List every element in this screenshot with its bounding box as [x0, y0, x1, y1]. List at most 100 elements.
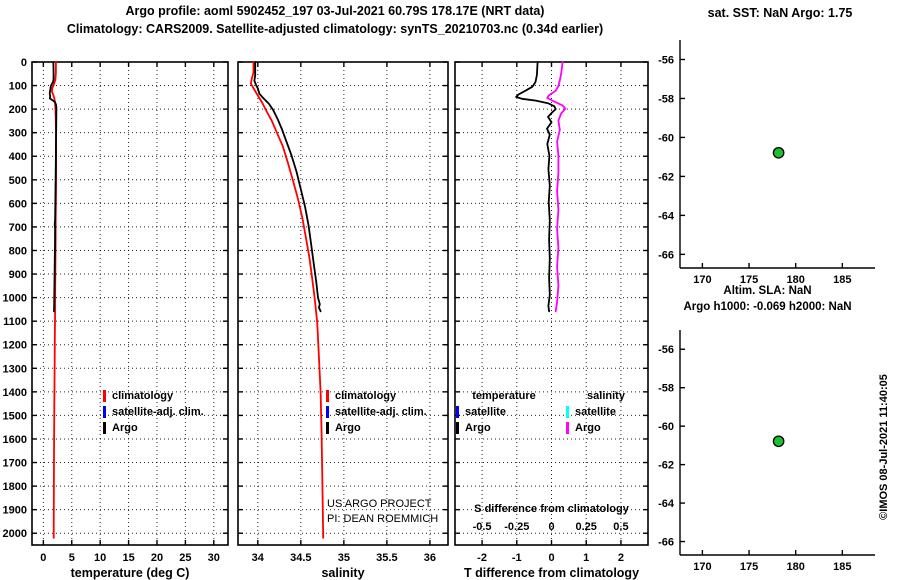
svg-text:temperature (deg C): temperature (deg C) [71, 566, 190, 580]
legend-column-header: temperature [472, 390, 536, 402]
argo-h1000-caption: Argo h1000: -0.069 h2000: NaN [683, 301, 852, 313]
temperature-profile-series-argo [48, 61, 58, 313]
svg-text:-58: -58 [658, 383, 674, 395]
svg-text:15: 15 [122, 552, 134, 564]
legend-difference: temperature satellite Argo salinity sate… [456, 388, 646, 436]
svg-text:0.25: 0.25 [576, 521, 597, 533]
svg-text:-56: -56 [658, 344, 674, 356]
svg-text:25: 25 [179, 552, 191, 564]
svg-text:2000: 2000 [3, 528, 27, 540]
svg-text:0: 0 [548, 521, 554, 533]
difference-profile-canvas: -2 -1 0 1 2 T difference from climatology -0.5… [454, 61, 649, 580]
imos-watermark: ©IMOS 08-Jul-2021 11:40:05 [878, 374, 890, 520]
svg-text:35: 35 [338, 552, 350, 564]
svg-text:35.5: 35.5 [376, 552, 397, 564]
svg-text:1300: 1300 [3, 363, 27, 375]
svg-text:900: 900 [9, 269, 27, 281]
svg-text:0: 0 [21, 57, 27, 69]
svg-text:170: 170 [693, 561, 711, 573]
svg-text:-1: -1 [512, 552, 522, 564]
svg-text:-60: -60 [658, 132, 674, 144]
svg-text:-2: -2 [477, 552, 487, 564]
svg-text:185: 185 [833, 561, 851, 573]
svg-text:1500: 1500 [3, 410, 27, 422]
svg-text:-56: -56 [658, 54, 674, 66]
legend-column-salinity: salinity satellite Argo [566, 388, 646, 436]
svg-text:100: 100 [9, 81, 27, 93]
svg-text:36: 36 [424, 552, 436, 564]
plot-difference-profile: -2 -1 0 1 2 T difference from climatology -0.5… [450, 55, 650, 580]
argo-line-swatch [103, 422, 106, 434]
legend-label: Argo [575, 422, 601, 434]
svg-text:2: 2 [618, 552, 624, 564]
svg-text:1200: 1200 [3, 340, 27, 352]
svg-text:34.5: 34.5 [290, 552, 311, 564]
legend-label: Argo [465, 422, 491, 434]
legend-item: climatology [103, 388, 204, 404]
figure-title-line2: Climatology: CARS2009. Satellite-adjuste… [66, 22, 604, 36]
legend-item: Argo [103, 420, 204, 436]
svg-text:-64: -64 [658, 210, 675, 222]
argo-position-marker [772, 435, 785, 448]
legend-label: satellite [575, 406, 616, 418]
argo-S-line-swatch [566, 422, 569, 434]
svg-text:175: 175 [740, 274, 758, 286]
map-float-position-top: -56 -58 -60 -62 -64 -66 170 175 180 185 [648, 30, 880, 322]
svg-text:-0.25: -0.25 [504, 521, 529, 533]
altim-sla-caption: Altim. SLA: NaN [723, 285, 812, 297]
svg-text:1: 1 [583, 552, 589, 564]
svg-text:800: 800 [9, 245, 27, 257]
svg-text:T difference from climatology: T difference from climatology [464, 566, 639, 580]
svg-text:500: 500 [9, 175, 27, 187]
svg-text:-64: -64 [658, 498, 675, 510]
svg-text:180: 180 [787, 274, 805, 286]
figure-title-line1: Argo profile: aoml 5902452_197 03-Jul-20… [125, 4, 545, 18]
satellite-adj-line-swatch [103, 406, 106, 418]
svg-text:600: 600 [9, 198, 27, 210]
salinity-profile-series-argo [253, 61, 322, 313]
legend-item: satellite-adj. clim. [103, 404, 204, 420]
legend-column-header: salinity [587, 390, 625, 402]
svg-text:0: 0 [40, 552, 46, 564]
legend-item: Argo [456, 420, 552, 436]
svg-text:400: 400 [9, 151, 27, 163]
legend-label: satellite-adj. clim. [335, 406, 427, 418]
svg-text:175: 175 [740, 561, 758, 573]
legend-column-temperature: temperature satellite Argo [456, 388, 552, 436]
legend-label: Argo [112, 422, 138, 434]
svg-text:1100: 1100 [3, 316, 27, 328]
svg-text:1400: 1400 [3, 387, 27, 399]
legend-item: satellite [566, 404, 646, 420]
legend-label: climatology [335, 390, 397, 402]
legend-salinity: climatology satellite-adj. clim. Argo [326, 388, 427, 436]
svg-text:-60: -60 [658, 421, 674, 433]
svg-text:20: 20 [151, 552, 163, 564]
svg-text:30: 30 [208, 552, 220, 564]
svg-text:-66: -66 [658, 537, 674, 549]
svg-text:5: 5 [69, 552, 75, 564]
svg-text:-62: -62 [658, 171, 674, 183]
legend-label: Argo [335, 422, 361, 434]
legend-item: satellite [456, 404, 552, 420]
legend-label: climatology [112, 390, 174, 402]
map-bottom-canvas: -56 -58 -60 -62 -64 -66 170 175 180 185 [658, 330, 875, 573]
svg-text:-0.5: -0.5 [473, 521, 492, 533]
legend-item: Argo [566, 420, 646, 436]
argo-T-line-swatch [456, 422, 459, 434]
svg-text:0.5: 0.5 [613, 521, 628, 533]
legend-label: satellite [465, 406, 506, 418]
satellite-S-line-swatch [566, 406, 569, 418]
temperature-profile-canvas: 0 5 10 15 20 25 300100200300400500600700800900… [3, 57, 229, 580]
svg-text:300: 300 [9, 128, 27, 140]
project-annotation-line2: PI: DEAN ROEMMICH [327, 513, 439, 525]
svg-text:1000: 1000 [3, 293, 27, 305]
plot-salinity-profile: 34 34.5 35 35.5 36 salinity [235, 55, 450, 580]
svg-text:salinity: salinity [321, 566, 364, 580]
project-annotation-line1: US ARGO PROJECT [327, 498, 432, 510]
legend-item: satellite-adj. clim. [326, 404, 427, 420]
map-float-position-bottom: -56 -58 -60 -62 -64 -66 170 175 180 185 [648, 320, 880, 580]
svg-text:0: 0 [548, 552, 554, 564]
svg-text:-58: -58 [658, 93, 674, 105]
svg-text:1600: 1600 [3, 434, 27, 446]
